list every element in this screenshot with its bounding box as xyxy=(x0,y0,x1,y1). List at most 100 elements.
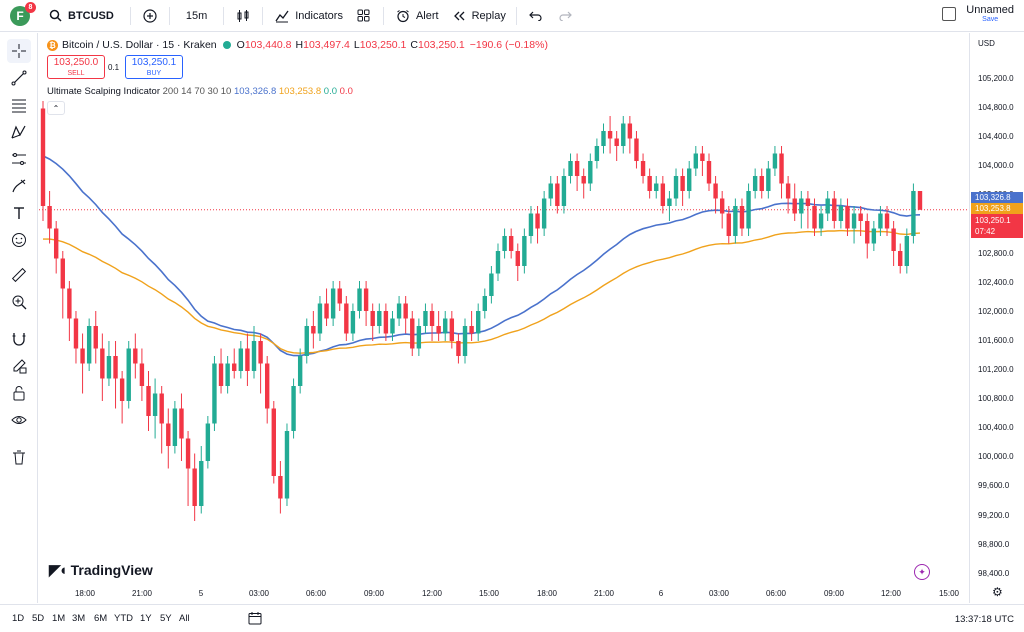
candle-body xyxy=(86,326,92,364)
candle-body xyxy=(53,228,59,259)
calendar-icon[interactable] xyxy=(248,611,262,628)
candle-body xyxy=(871,228,877,244)
chevron-up-icon: ⌃ xyxy=(52,103,60,113)
candle xyxy=(891,221,896,266)
buy-button[interactable]: 103,250.1 BUY xyxy=(125,55,183,79)
candle xyxy=(185,431,191,506)
range-button-1m[interactable]: 1M xyxy=(52,613,66,624)
text-tool[interactable] xyxy=(7,201,31,225)
candle xyxy=(396,296,402,326)
time-tick-label: 12:00 xyxy=(421,589,443,598)
brand-name: TradingView xyxy=(70,562,153,578)
candle-body xyxy=(548,183,553,199)
range-button-1d[interactable]: 1D xyxy=(12,613,25,624)
range-button-3m[interactable]: 3M xyxy=(72,613,86,624)
indicator-name: Ultimate Scalping Indicator xyxy=(47,86,160,97)
lock-tool[interactable] xyxy=(7,381,31,405)
candle-body xyxy=(363,288,369,311)
candle-body xyxy=(825,198,830,214)
candle-body xyxy=(330,288,336,319)
candle xyxy=(462,318,468,364)
price-tick-label: 98,800.0 xyxy=(978,539,1010,549)
buy-price: 103,250.1 xyxy=(131,57,177,68)
price-scale[interactable]: USD 105,200.0 104,800.0 104,400.0 104,000.0… xyxy=(969,33,1024,603)
indicators-button[interactable]: Indicators xyxy=(267,0,349,32)
candle-body xyxy=(706,161,712,184)
price-tick-label: 98,400.0 xyxy=(978,568,1010,578)
candle xyxy=(416,318,422,356)
candle xyxy=(67,281,72,341)
replay-button[interactable]: Replay xyxy=(445,0,512,32)
compare-symbol-button[interactable] xyxy=(135,0,165,32)
candle xyxy=(581,168,586,199)
measure-tool[interactable] xyxy=(7,263,31,287)
candle xyxy=(871,221,877,251)
candle-body xyxy=(621,123,626,146)
layouts-button[interactable] xyxy=(349,0,379,32)
hide-tool[interactable] xyxy=(7,408,31,432)
alert-button[interactable]: Alert xyxy=(388,0,445,32)
candle-body xyxy=(792,198,797,214)
candle xyxy=(865,213,870,259)
lock-drawings-tool[interactable] xyxy=(7,354,31,378)
magnet-tool[interactable] xyxy=(7,327,31,351)
candle-body xyxy=(304,326,309,356)
candle xyxy=(449,311,455,349)
ai-assistant-button[interactable]: ✦ xyxy=(914,564,930,580)
forecast-tool[interactable] xyxy=(7,147,31,171)
settings-icon[interactable]: ⚙ xyxy=(992,585,1003,599)
price-tick-label: 104,400.0 xyxy=(978,132,1014,142)
candle-body xyxy=(812,206,817,229)
sell-button[interactable]: 103,250.0 SELL xyxy=(47,55,105,79)
redo-button[interactable] xyxy=(551,0,581,32)
candle-body xyxy=(159,393,164,424)
price-chart[interactable] xyxy=(39,33,969,603)
save-link[interactable]: Save xyxy=(982,16,999,23)
interval-button[interactable]: 15m xyxy=(174,0,219,32)
pattern-tool[interactable] xyxy=(7,120,31,144)
trend-line-tool[interactable] xyxy=(7,66,31,90)
range-button-6m[interactable]: 6M xyxy=(94,613,108,624)
range-button-all[interactable]: All xyxy=(179,613,190,624)
crosshair-tool[interactable] xyxy=(7,39,31,63)
brush-tool[interactable] xyxy=(7,174,31,198)
candle xyxy=(390,311,395,341)
close-key: C xyxy=(410,39,418,51)
candle-body xyxy=(212,363,217,424)
time-tick-label: 03:00 xyxy=(708,589,730,598)
candle xyxy=(218,348,224,394)
layout-checkbox[interactable] xyxy=(942,6,957,21)
undo-button[interactable] xyxy=(521,0,551,32)
chart-type-button[interactable] xyxy=(228,0,258,32)
emoji-tool[interactable] xyxy=(7,228,31,252)
remove-tool[interactable] xyxy=(7,445,31,469)
candle xyxy=(133,333,138,379)
range-button-1y[interactable]: 1Y xyxy=(140,613,152,624)
candle xyxy=(284,423,290,506)
currency-select[interactable]: USD xyxy=(978,39,995,48)
time-tick-label: 6 xyxy=(658,589,664,598)
range-button-5y[interactable]: 5Y xyxy=(160,613,172,624)
range-button-5d[interactable]: 5D xyxy=(32,613,45,624)
indicator-legend[interactable]: Ultimate Scalping Indicator 200 14 70 30… xyxy=(47,86,353,97)
fib-tool[interactable] xyxy=(7,93,31,117)
candle xyxy=(785,176,791,214)
time-tick-label: 03:00 xyxy=(248,589,270,598)
candle-body xyxy=(766,168,771,191)
magnet-icon xyxy=(12,333,26,346)
user-avatar[interactable]: F 8 xyxy=(10,1,36,26)
zoom-tool[interactable] xyxy=(7,290,31,314)
collapse-legend-button[interactable]: ⌃ xyxy=(47,101,65,115)
candle-body xyxy=(522,236,527,266)
high-value: 103,497.4 xyxy=(303,39,350,51)
layout-name-area[interactable]: Unnamed Save xyxy=(942,4,1014,23)
utc-clock[interactable]: 13:37:18 UTC xyxy=(954,614,1014,625)
candle-body xyxy=(561,176,567,206)
rewind-icon xyxy=(451,7,469,25)
candle-body xyxy=(752,176,758,191)
candle xyxy=(640,153,646,184)
range-button-ytd[interactable]: YTD xyxy=(114,613,133,624)
symbol-search[interactable]: BTCUSD xyxy=(40,0,120,32)
candle xyxy=(166,408,171,469)
